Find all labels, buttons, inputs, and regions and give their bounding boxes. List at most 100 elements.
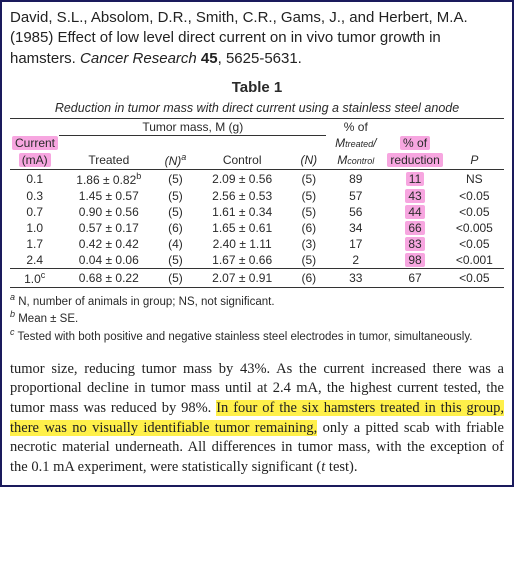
cell-p: <0.001 [445, 252, 504, 269]
body-paragraph: tumor size, reducing tumor mass by 43%. … [10, 360, 504, 477]
cell-ma: 2.4 [10, 252, 59, 269]
cell-red: 66 [385, 220, 444, 236]
citation-comma: , [218, 50, 226, 67]
extra-ma: 1.0 [24, 272, 41, 286]
cell-ratio: 89 [326, 170, 385, 189]
table-block: Table 1 Reduction in tumor mass with dir… [10, 79, 504, 344]
extra-row: 1.0c 0.68 ± 0.22 (5) 2.07 ± 0.91 (6) 33 … [10, 269, 504, 288]
cell-red: 98 [385, 252, 444, 269]
group-header: Tumor mass, M (g) [59, 118, 326, 135]
col-reduction: reduction [387, 153, 442, 167]
cell-control: 2.09 ± 0.56 [193, 170, 292, 189]
footnote-b: Mean ± SE. [18, 313, 78, 325]
cell-n2: (5) [292, 204, 327, 220]
cell-treated: 0.57 ± 0.17 [59, 220, 158, 236]
col-current: Current [12, 136, 58, 150]
cell-p: <0.05 [445, 204, 504, 220]
extra-p: <0.05 [445, 269, 504, 288]
cell-control: 1.61 ± 0.34 [193, 204, 292, 220]
cell-control: 1.65 ± 0.61 [193, 220, 292, 236]
extra-treated: 0.68 ± 0.22 [59, 269, 158, 288]
table-head: Tumor mass, M (g) % of Current Mtreated/… [10, 118, 504, 170]
extra-n1: (5) [158, 269, 193, 288]
cell-n1: (4) [158, 236, 193, 252]
extra-n2: (6) [292, 269, 327, 288]
cell-ma: 0.7 [10, 204, 59, 220]
cell-n2: (3) [292, 236, 327, 252]
extra-red: 67 [385, 269, 444, 288]
cell-ma: 1.7 [10, 236, 59, 252]
col-treated: Treated [59, 151, 158, 170]
cell-red: 43 [385, 188, 444, 204]
citation-journal: Cancer Research [80, 50, 197, 67]
citation-authors: David, S.L., Absolom, D.R., Smith, C.R.,… [10, 9, 468, 26]
pct-of-1: % of [326, 118, 385, 135]
footnotes: a N, number of animals in group; NS, not… [10, 292, 504, 344]
table-row: 1.00.57 ± 0.17(6)1.65 ± 0.61(6)3466<0.00… [10, 220, 504, 236]
citation-year: (1985) [10, 29, 53, 46]
m-treated: M [335, 136, 345, 150]
cell-ma: 1.0 [10, 220, 59, 236]
pct-of-2: % of [400, 136, 430, 150]
table-row: 0.11.86 ± 0.82b(5)2.09 ± 0.56(5)8911NS [10, 170, 504, 189]
cell-treated: 1.86 ± 0.82b [59, 170, 158, 189]
table-body: 0.11.86 ± 0.82b(5)2.09 ± 0.56(5)8911NS0.… [10, 170, 504, 269]
col-n1: (N) [165, 154, 182, 168]
citation-pages: 5625-5631. [226, 50, 302, 67]
cell-n2: (6) [292, 220, 327, 236]
table-row: 2.40.04 ± 0.06(5)1.67 ± 0.66(5)298<0.001 [10, 252, 504, 269]
m-control: M [337, 153, 347, 167]
cell-red: 44 [385, 204, 444, 220]
cell-n1: (6) [158, 220, 193, 236]
col-n2: (N) [292, 151, 327, 170]
extra-ma-sup: c [41, 270, 46, 280]
cell-control: 1.67 ± 0.66 [193, 252, 292, 269]
table-label: Table 1 [10, 79, 504, 96]
data-table: Tumor mass, M (g) % of Current Mtreated/… [10, 118, 504, 289]
cell-ma: 0.3 [10, 188, 59, 204]
cell-p: <0.005 [445, 220, 504, 236]
col-ma: (mA) [19, 153, 51, 167]
extra-ratio: 33 [326, 269, 385, 288]
cell-ratio: 17 [326, 236, 385, 252]
col-control: Control [193, 151, 292, 170]
cell-n2: (5) [292, 188, 327, 204]
m-sub1: treated [345, 139, 373, 149]
cell-red: 83 [385, 236, 444, 252]
cell-n1: (5) [158, 188, 193, 204]
cell-treated: 0.04 ± 0.06 [59, 252, 158, 269]
col-n1-sup: a [181, 152, 186, 162]
cell-p: NS [445, 170, 504, 189]
m-sub2: control [347, 156, 374, 166]
body-post2: test). [325, 459, 357, 475]
table-row: 0.31.45 ± 0.57(5)2.56 ± 0.53(5)5743<0.05 [10, 188, 504, 204]
cell-red: 11 [385, 170, 444, 189]
col-p: P [445, 151, 504, 170]
citation: David, S.L., Absolom, D.R., Smith, C.R.,… [10, 8, 504, 69]
cell-treated: 1.45 ± 0.57 [59, 188, 158, 204]
footnote-a: N, number of animals in group; NS, not s… [18, 296, 274, 308]
cell-p: <0.05 [445, 188, 504, 204]
cell-ratio: 57 [326, 188, 385, 204]
table-row: 0.70.90 ± 0.56(5)1.61 ± 0.34(5)5644<0.05 [10, 204, 504, 220]
citation-volume: 45 [201, 50, 218, 67]
cell-n2: (5) [292, 252, 327, 269]
cell-control: 2.56 ± 0.53 [193, 188, 292, 204]
cell-treated: 0.90 ± 0.56 [59, 204, 158, 220]
page-frame: David, S.L., Absolom, D.R., Smith, C.R.,… [0, 0, 514, 487]
extra-control: 2.07 ± 0.91 [193, 269, 292, 288]
cell-n1: (5) [158, 252, 193, 269]
cell-ratio: 56 [326, 204, 385, 220]
cell-n2: (5) [292, 170, 327, 189]
cell-ma: 0.1 [10, 170, 59, 189]
cell-treated: 0.42 ± 0.42 [59, 236, 158, 252]
cell-n1: (5) [158, 170, 193, 189]
cell-control: 2.40 ± 1.11 [193, 236, 292, 252]
cell-ratio: 2 [326, 252, 385, 269]
cell-p: <0.05 [445, 236, 504, 252]
footnote-c: Tested with both positive and negative s… [18, 330, 473, 342]
table-row: 1.70.42 ± 0.42(4)2.40 ± 1.11(3)1783<0.05 [10, 236, 504, 252]
table-caption: Reduction in tumor mass with direct curr… [10, 101, 504, 115]
cell-n1: (5) [158, 204, 193, 220]
cell-ratio: 34 [326, 220, 385, 236]
